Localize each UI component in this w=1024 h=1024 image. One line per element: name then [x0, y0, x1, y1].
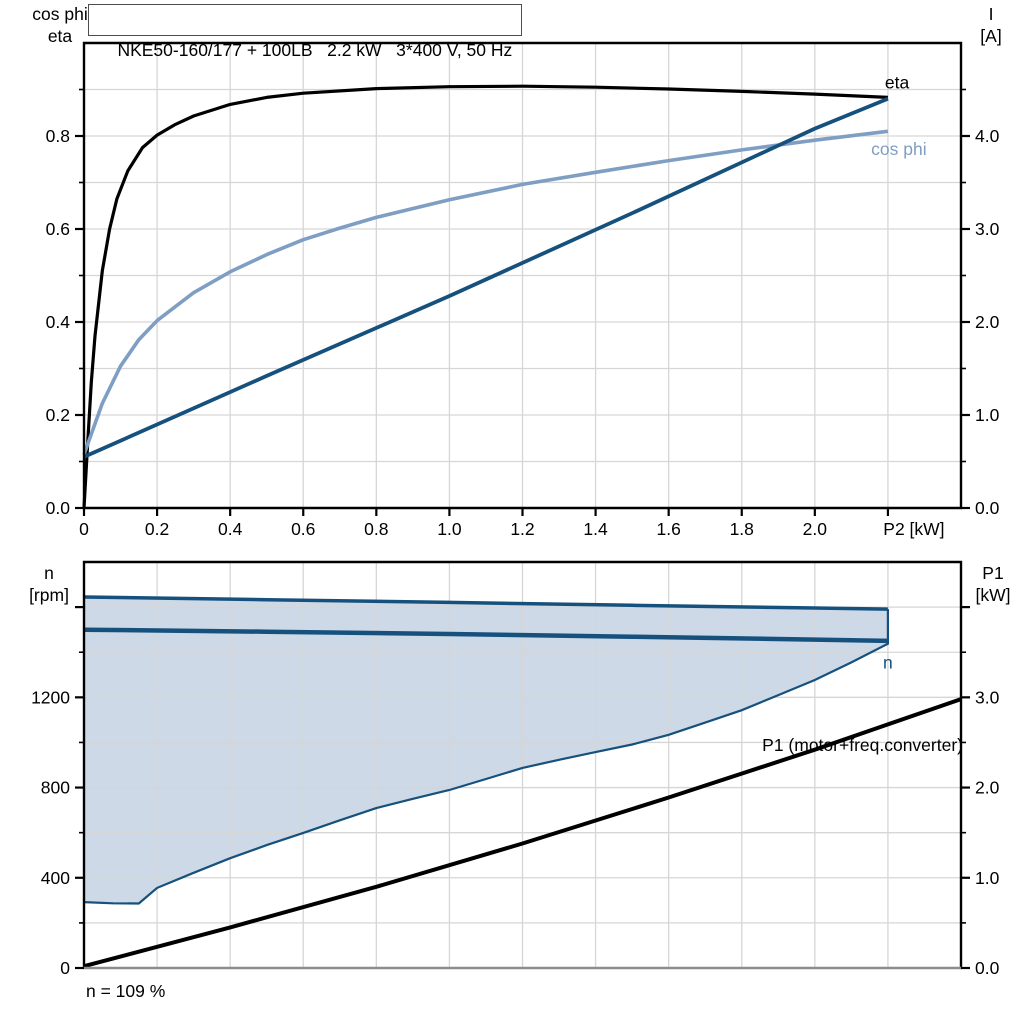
- tick-label: 0.2: [46, 405, 70, 425]
- lower-right-axis-title: P1 [kW]: [962, 562, 1024, 606]
- axis-label-eta: eta: [47, 26, 73, 46]
- tick-label: 3.0: [975, 219, 1000, 239]
- tick-label: 2.0: [975, 312, 1000, 332]
- curve-label-eta: eta: [885, 73, 910, 93]
- lower-left-axis-title: n [rpm]: [17, 562, 81, 606]
- curve-label-n: n: [883, 652, 893, 672]
- tick-label: 2.0: [975, 778, 1000, 798]
- gridlines: [84, 43, 961, 508]
- axis-ticks: 0.0 0.2 0.4 0.6 0.8 0.0 1.0 2.0 3.0 4.0 0 0.2 0.4 0.6…: [46, 88, 1000, 539]
- chart-title: NKE50-160/177 + 100LB 2.2 kW 3*400 V, 50…: [117, 40, 513, 60]
- tick-label: 1.4: [583, 519, 608, 539]
- tick-label: 0.4: [218, 519, 243, 539]
- tick-label: 3.0: [975, 687, 1000, 707]
- curve-label-p1-motor-freq-converter-: P1 (motor+freq.converter): [762, 735, 963, 755]
- tick-label: P2 [kW]: [883, 519, 944, 539]
- tick-label: 1.2: [510, 519, 534, 539]
- axis-label-speed: n: [44, 563, 54, 583]
- speed-range-bottom-border: [83, 609, 890, 905]
- upper-chart: 0.0 0.2 0.4 0.6 0.8 0.0 1.0 2.0 3.0 4.0 0 0.2 0.4 0.6…: [46, 41, 1000, 539]
- tick-label: 0.0: [975, 958, 1000, 978]
- tick-label: 1.6: [657, 519, 681, 539]
- tick-label: 1.8: [730, 519, 754, 539]
- tick-label: 0.0: [46, 498, 71, 518]
- n-curve: [83, 627, 888, 644]
- tick-label: 0: [79, 519, 89, 539]
- curve-label-cos-phi: cos phi: [871, 139, 926, 159]
- upper-left-axis-title: cos phi eta: [20, 3, 100, 47]
- speed-range-top-border: [83, 595, 888, 611]
- cos-phi-curve: [82, 129, 889, 456]
- axis-label-p1-unit: [kW]: [975, 585, 1011, 605]
- speed-note: n = 109 %: [86, 981, 166, 1001]
- axis-label-current-unit: [A]: [980, 26, 1002, 46]
- tick-label: 4.0: [975, 126, 1000, 146]
- axis-label-p1: P1: [982, 563, 1004, 583]
- axis-label-cos-phi: cos phi: [32, 4, 88, 24]
- eta-curve: [82, 84, 888, 509]
- tick-label: 1.0: [975, 405, 1000, 425]
- tick-label: 0.8: [364, 519, 388, 539]
- tick-label: 0.2: [145, 519, 169, 539]
- tick-label: 800: [41, 778, 70, 798]
- tick-label: 0: [60, 958, 70, 978]
- tick-label: 1.0: [437, 519, 462, 539]
- axis-label-current: I: [988, 4, 994, 24]
- tick-label: 1.0: [975, 868, 1000, 888]
- tick-label: 0.8: [46, 126, 70, 146]
- tick-label: 1200: [31, 687, 70, 707]
- tick-label: 2.0: [803, 519, 828, 539]
- tick-label: 0.4: [46, 312, 71, 332]
- axis-ticks: 0 400 800 1200 0.0 1.0 2.0 3.0: [31, 606, 1000, 978]
- chart-title-box: NKE50-160/177 + 100LB 2.2 kW 3*400 V, 50…: [88, 4, 523, 60]
- plot-frame: [82, 560, 963, 968]
- tick-label: 400: [41, 868, 70, 888]
- upper-right-axis-title: I [A]: [958, 3, 1024, 47]
- p1-motor-freq-converter--curve: [83, 697, 962, 969]
- speed-range-band: [84, 597, 888, 904]
- axis-label-speed-unit: [rpm]: [29, 585, 69, 605]
- tick-label: 0.0: [975, 498, 1000, 518]
- lower-chart: 0 400 800 1200 0.0 1.0 2.0 3.0 n P1 (motor+freq.c…: [31, 560, 1000, 978]
- i-curve: [83, 97, 889, 459]
- tick-label: 0.6: [46, 219, 70, 239]
- tick-label: 0.6: [291, 519, 315, 539]
